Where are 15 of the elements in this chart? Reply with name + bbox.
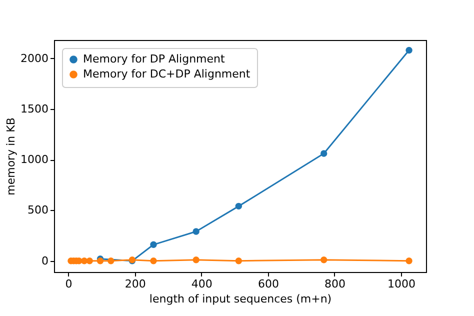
y-tick-label: 2000 [20, 52, 48, 65]
x-axis-title: length of input sequences (m+n) [149, 292, 332, 306]
x-tick-label: 200 [124, 278, 146, 290]
x-tick-label: 1000 [388, 278, 416, 290]
x-tick-label: 400 [191, 278, 212, 290]
x-tick-label: 800 [324, 278, 346, 290]
y-tick-label: 0 [42, 254, 48, 268]
y-tick-label: 1000 [20, 153, 48, 166]
legend-label: Memory for DC+DP Alignment [83, 68, 251, 80]
x-tick-label: 0 [65, 278, 72, 290]
y-axis-title: memory in KB [4, 118, 18, 196]
x-tick-label: 600 [258, 278, 279, 290]
y-tick-label: 500 [28, 204, 48, 217]
legend-label: Memory for DP Alignment [83, 52, 226, 66]
y-tick-label: 1500 [20, 102, 48, 116]
